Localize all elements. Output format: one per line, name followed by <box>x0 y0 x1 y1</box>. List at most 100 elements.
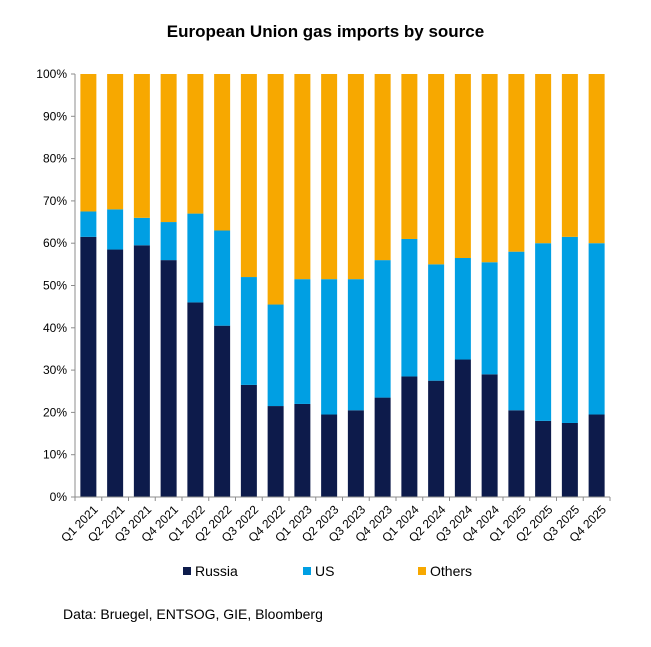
bar-segment-russia <box>187 302 204 497</box>
bar-segment-russia <box>160 260 177 497</box>
legend-swatch <box>183 567 191 575</box>
legend-label: Russia <box>195 563 238 579</box>
legend: Russia US Others <box>183 563 472 579</box>
bar-segment-us <box>187 213 204 303</box>
bar-segment-others <box>107 74 124 210</box>
bar-segment-russia <box>401 376 418 497</box>
bar-segment-us <box>347 279 364 411</box>
bar-stack <box>454 74 471 497</box>
bar-segment-others <box>80 74 97 212</box>
bar-stack <box>80 74 97 498</box>
bar-segment-russia <box>133 245 150 497</box>
bar-stack <box>535 74 552 497</box>
bar-stack <box>588 74 605 497</box>
y-tick-label: 60% <box>43 236 67 250</box>
legend-item-us: US <box>303 563 334 579</box>
bar-stack <box>160 74 177 497</box>
legend-item-others: Others <box>418 563 472 579</box>
bar-segment-russia <box>454 359 471 497</box>
y-tick-label: 80% <box>43 152 67 166</box>
bar-segment-us <box>401 238 418 377</box>
legend-label: Others <box>430 563 472 579</box>
bar-segment-others <box>535 74 552 244</box>
legend-item-russia: Russia <box>183 563 238 579</box>
bar-segment-us <box>294 279 311 404</box>
bar-stack <box>401 74 418 497</box>
bar-segment-others <box>214 74 231 231</box>
bar-segment-others <box>561 74 578 237</box>
bar-segment-russia <box>321 414 338 497</box>
bar-segment-others <box>133 74 150 218</box>
bar-segment-russia <box>240 384 257 497</box>
bar-stack <box>321 74 338 497</box>
bar-segment-us <box>508 251 525 411</box>
y-tick-label: 50% <box>43 279 67 293</box>
y-tick-label: 0% <box>50 490 68 504</box>
bar-stack <box>267 74 284 497</box>
y-tick-label: 40% <box>43 321 67 335</box>
bar-segment-us <box>133 217 150 246</box>
bar-segment-russia <box>267 406 284 497</box>
y-tick-label: 10% <box>43 448 67 462</box>
y-tick-label: 20% <box>43 405 67 419</box>
y-axis: 0% 10% 20% 30% 40% 50% 60% 70% 80% 90% 100% <box>36 67 76 504</box>
bar-segment-us <box>80 211 97 237</box>
bar-stack <box>133 74 150 497</box>
bar-segment-others <box>588 74 605 244</box>
bar-segment-russia <box>481 374 498 497</box>
bar-stack <box>481 74 498 497</box>
bar-segment-others <box>401 74 418 239</box>
legend-swatch <box>303 567 311 575</box>
bar-segment-us <box>240 277 257 385</box>
bar-segment-russia <box>508 410 525 497</box>
bar-segment-us <box>535 243 552 421</box>
y-tick-label: 100% <box>36 67 67 81</box>
bar-segment-others <box>347 74 364 280</box>
bar-stack <box>347 74 364 497</box>
bar-segment-others <box>267 74 284 305</box>
y-tick-label: 90% <box>43 109 67 123</box>
bar-segment-us <box>214 230 231 326</box>
bar-stack <box>214 74 231 497</box>
bar-segment-us <box>454 258 471 360</box>
bar-segment-us <box>267 304 284 407</box>
source-note: Data: Bruegel, ENTSOG, GIE, Bloomberg <box>63 606 323 622</box>
bar-segment-russia <box>80 236 97 498</box>
y-tick-label: 30% <box>43 363 67 377</box>
bar-segment-others <box>187 74 204 214</box>
bar-segment-others <box>321 74 338 280</box>
y-tick-label: 70% <box>43 194 67 208</box>
bar-segment-russia <box>214 325 231 497</box>
bar-segment-others <box>240 74 257 278</box>
bar-segment-russia <box>347 410 364 497</box>
legend-swatch <box>418 567 426 575</box>
bars <box>80 74 605 498</box>
bar-stack <box>374 74 391 497</box>
bar-segment-russia <box>588 414 605 497</box>
bar-stack <box>561 74 578 497</box>
bar-segment-us <box>481 262 498 375</box>
bar-segment-us <box>321 279 338 415</box>
bar-segment-russia <box>535 420 552 497</box>
bar-segment-others <box>374 74 391 261</box>
bar-segment-us <box>107 209 124 250</box>
bar-segment-others <box>481 74 498 263</box>
bar-segment-others <box>454 74 471 259</box>
bar-stack <box>107 74 124 497</box>
bar-stack <box>240 74 257 497</box>
bar-segment-russia <box>107 249 124 497</box>
bar-segment-us <box>588 243 605 415</box>
bar-segment-russia <box>374 397 391 497</box>
bar-stack <box>187 74 204 497</box>
bar-stack <box>294 74 311 497</box>
bar-stack <box>428 74 445 497</box>
bar-segment-others <box>160 74 177 223</box>
chart-title: European Union gas imports by source <box>166 22 485 41</box>
bar-segment-us <box>428 264 445 381</box>
bar-segment-russia <box>428 380 445 497</box>
bar-segment-others <box>294 74 311 280</box>
bar-segment-others <box>428 74 445 265</box>
bar-segment-us <box>561 236 578 423</box>
legend-label: US <box>315 563 334 579</box>
